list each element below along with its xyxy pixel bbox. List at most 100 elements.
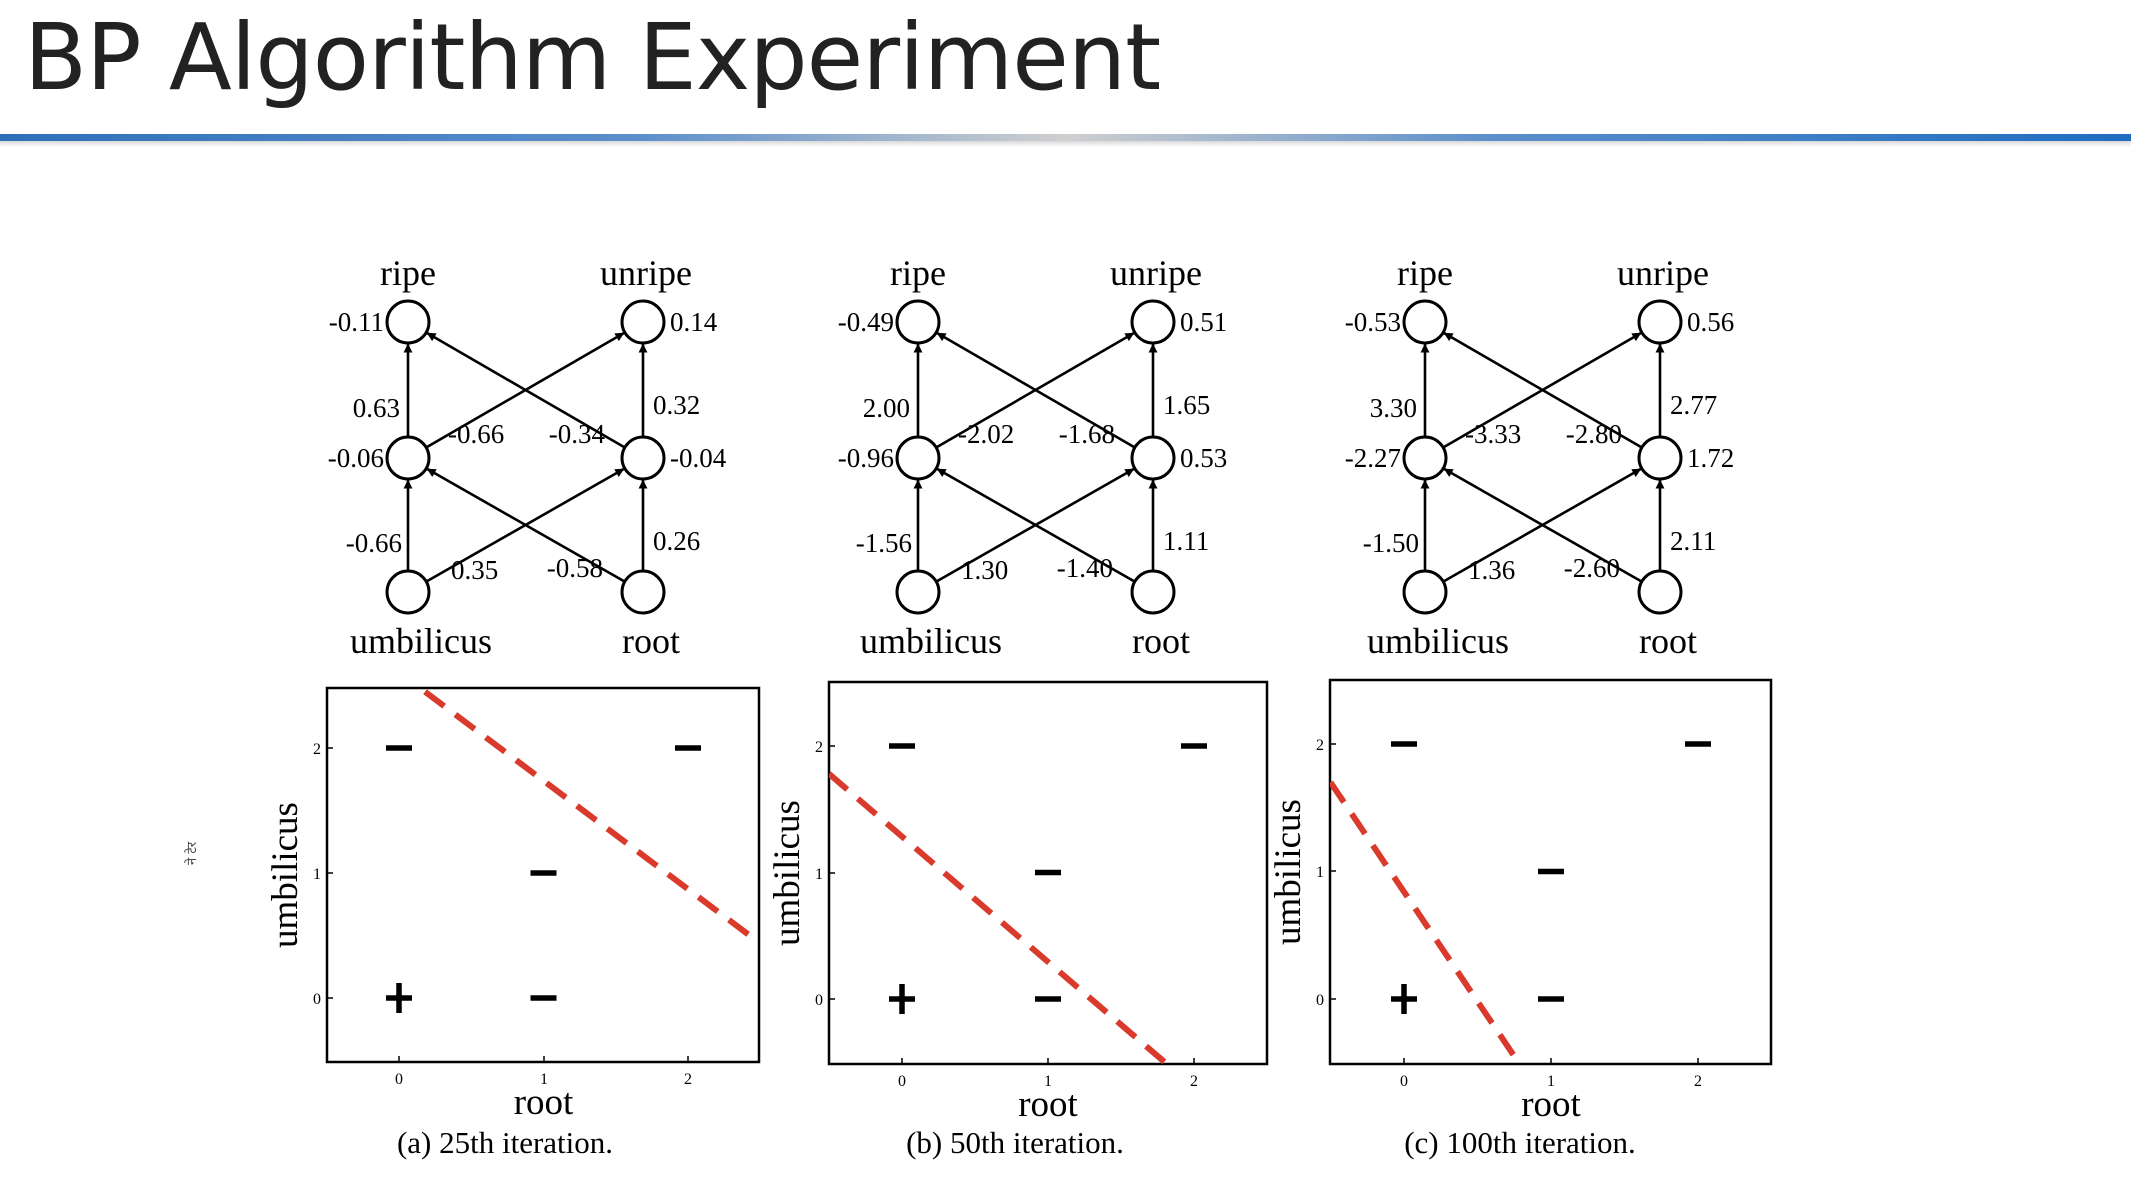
panel-1: ripe unripe umbilicus root -0.11 0.14 -0.06 -0.… bbox=[265, 253, 761, 1160]
y-axis-label: umbilicus bbox=[767, 800, 808, 946]
node-umbilicus bbox=[1402, 569, 1448, 615]
decision-boundary bbox=[1330, 780, 1522, 1064]
node-unripe bbox=[1637, 299, 1683, 345]
node-value-hidden-left: -0.96 bbox=[838, 443, 894, 473]
y-axis-label: umbilicus bbox=[265, 802, 306, 948]
decision-plot: 0 1 2 0 1 2 root umbilicus bbox=[1268, 678, 1773, 1125]
panel-3: ripe unripe umbilicus root -0.53 0.56 -2.27 1.7… bbox=[1268, 253, 1773, 1160]
node-hidden-left bbox=[1402, 435, 1448, 481]
node-umbilicus bbox=[895, 569, 941, 615]
node-value-hidden-right: 1.72 bbox=[1687, 443, 1734, 473]
y-tick-label: 0 bbox=[815, 992, 823, 1009]
weight-umbilicus-hidden-left: -0.66 bbox=[346, 528, 402, 558]
weight-hidden-right-unripe: 2.77 bbox=[1670, 390, 1717, 420]
node-value-unripe: 0.14 bbox=[670, 307, 718, 337]
y-tick-label: 0 bbox=[1316, 992, 1324, 1009]
node-umbilicus bbox=[385, 569, 431, 615]
node-root bbox=[620, 569, 666, 615]
node-value-hidden-left: -2.27 bbox=[1345, 443, 1401, 473]
node-name-umbilicus: umbilicus bbox=[860, 621, 1002, 661]
edge-root-to-hidden-left bbox=[1443, 467, 1643, 583]
y-tick-label: 0 bbox=[313, 991, 321, 1008]
weight-hidden-left-ripe: 2.00 bbox=[863, 393, 910, 423]
node-name-unripe: unripe bbox=[600, 253, 692, 293]
x-tick-label: 2 bbox=[1694, 1073, 1702, 1090]
weight-root-hidden-left: -2.60 bbox=[1564, 553, 1620, 583]
node-hidden-left bbox=[385, 435, 431, 481]
panel-caption: (c) 100th iteration. bbox=[1404, 1125, 1636, 1160]
weight-umbilicus-hidden-right: 1.36 bbox=[1468, 555, 1515, 585]
node-value-ripe: -0.11 bbox=[329, 307, 384, 337]
weight-hidden-left-unripe: -2.02 bbox=[958, 419, 1014, 449]
node-value-hidden-right: 0.53 bbox=[1180, 443, 1227, 473]
y-tick-label: 1 bbox=[313, 866, 321, 883]
node-name-root: root bbox=[1132, 621, 1190, 661]
weight-hidden-right-ripe: -2.80 bbox=[1566, 419, 1622, 449]
weight-root-hidden-right: 0.26 bbox=[653, 526, 700, 556]
edge-root-to-hidden-left bbox=[426, 467, 626, 583]
node-hidden-right bbox=[620, 435, 666, 481]
node-hidden-right bbox=[1637, 435, 1683, 481]
node-root bbox=[1130, 569, 1176, 615]
x-tick-label: 1 bbox=[1044, 1073, 1052, 1090]
weight-hidden-right-ripe: -1.68 bbox=[1059, 419, 1115, 449]
x-axis-label: root bbox=[1018, 1084, 1078, 1125]
x-axis-label: root bbox=[1521, 1084, 1581, 1125]
node-name-umbilicus: umbilicus bbox=[350, 621, 492, 661]
weight-hidden-left-ripe: 3.30 bbox=[1370, 393, 1417, 423]
weight-hidden-right-unripe: 1.65 bbox=[1163, 390, 1210, 420]
node-hidden-left bbox=[895, 435, 941, 481]
weight-root-hidden-right: 2.11 bbox=[1670, 526, 1716, 556]
weight-umbilicus-hidden-left: -1.56 bbox=[856, 528, 912, 558]
node-hidden-right bbox=[1130, 435, 1176, 481]
y-tick-label: 2 bbox=[1316, 737, 1324, 754]
node-name-unripe: unripe bbox=[1110, 253, 1202, 293]
weight-hidden-right-ripe: -0.34 bbox=[549, 419, 606, 449]
positive-sample-marker bbox=[1391, 984, 1417, 1014]
positive-sample-marker bbox=[889, 984, 915, 1014]
y-tick-label: 2 bbox=[815, 739, 823, 756]
panel-caption: (b) 50th iteration. bbox=[906, 1125, 1124, 1160]
x-tick-label: 1 bbox=[540, 1071, 548, 1088]
node-value-ripe: -0.49 bbox=[838, 307, 894, 337]
node-value-unripe: 0.56 bbox=[1687, 307, 1734, 337]
slide-title: BP Algorithm Experiment bbox=[24, 4, 1161, 111]
x-tick-label: 2 bbox=[1190, 1073, 1198, 1090]
x-tick-label: 2 bbox=[684, 1071, 692, 1088]
edge-root-to-hidden-left bbox=[936, 467, 1136, 583]
edge-hidden-right-to-ripe bbox=[1443, 331, 1643, 449]
x-tick-label: 0 bbox=[898, 1073, 906, 1090]
node-ripe bbox=[895, 299, 941, 345]
node-name-ripe: ripe bbox=[1397, 253, 1453, 293]
weight-umbilicus-hidden-right: 1.30 bbox=[961, 555, 1008, 585]
weight-root-hidden-left: -0.58 bbox=[547, 553, 603, 583]
edge-hidden-right-to-ripe bbox=[426, 331, 626, 449]
weight-root-hidden-right: 1.11 bbox=[1163, 526, 1209, 556]
node-ripe bbox=[1402, 299, 1448, 345]
y-tick-label: 2 bbox=[313, 741, 321, 758]
weight-root-hidden-left: -1.40 bbox=[1057, 553, 1113, 583]
node-value-unripe: 0.51 bbox=[1180, 307, 1227, 337]
x-axis-label: root bbox=[514, 1082, 574, 1123]
node-name-unripe: unripe bbox=[1617, 253, 1709, 293]
x-tick-label: 0 bbox=[1400, 1073, 1408, 1090]
x-tick-label: 1 bbox=[1547, 1073, 1555, 1090]
panel-2: ripe unripe umbilicus root -0.49 0.51 -0.96 0.5… bbox=[767, 253, 1269, 1160]
decision-boundary bbox=[423, 689, 755, 941]
side-note: ने टेर bbox=[184, 841, 200, 865]
weight-hidden-right-unripe: 0.32 bbox=[653, 390, 700, 420]
node-name-ripe: ripe bbox=[380, 253, 436, 293]
title-divider bbox=[0, 134, 2131, 141]
title-divider-shadow bbox=[0, 141, 2131, 147]
y-tick-label: 1 bbox=[1316, 864, 1324, 881]
weight-hidden-left-ripe: 0.63 bbox=[353, 393, 400, 423]
node-value-hidden-right: -0.04 bbox=[670, 443, 727, 473]
weight-umbilicus-hidden-right: 0.35 bbox=[451, 555, 498, 585]
weight-hidden-left-unripe: -3.33 bbox=[1465, 419, 1521, 449]
node-root bbox=[1637, 569, 1683, 615]
edge-hidden-right-to-ripe bbox=[936, 331, 1136, 449]
x-tick-label: 0 bbox=[395, 1071, 403, 1088]
decision-plot: 0 1 2 0 1 2 root umbilicus bbox=[767, 680, 1269, 1125]
decision-plot: 0 1 2 0 1 2 root umbilicus bbox=[265, 686, 761, 1123]
